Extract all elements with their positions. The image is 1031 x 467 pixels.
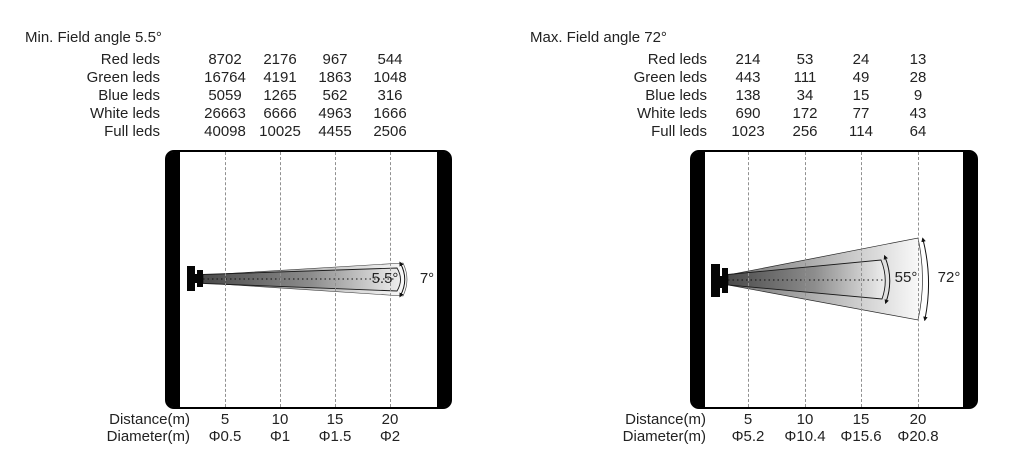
diameter-value: Φ5.2: [731, 428, 765, 445]
lux-value: 4191: [263, 69, 297, 86]
wall-bar-right: [437, 152, 450, 407]
diameter-value: Φ1: [269, 428, 291, 445]
beam-angle-label: 72°: [937, 269, 961, 286]
lux-value: 443: [735, 69, 761, 86]
row-label: Full leds: [104, 123, 160, 140]
lux-value: 2506: [373, 123, 407, 140]
distance-gridline-5m: [225, 152, 226, 407]
distance-gridline-15m: [335, 152, 336, 407]
lux-value: 43: [909, 105, 927, 122]
row-label: Green leds: [633, 69, 707, 86]
lux-value: 13: [909, 51, 927, 68]
row-label: Blue leds: [645, 87, 707, 104]
distance-value: 10: [271, 411, 289, 428]
lux-value: 26663: [204, 105, 246, 122]
lux-value: 77: [852, 105, 870, 122]
lux-value: 214: [735, 51, 761, 68]
lux-value: 138: [735, 87, 761, 104]
row-label: Full leds: [651, 123, 707, 140]
beam-angle-arc: [399, 261, 406, 298]
lux-value: 2176: [263, 51, 297, 68]
distance-gridline-20m: [390, 152, 391, 407]
lux-value: 8702: [208, 51, 242, 68]
lux-value: 34: [796, 87, 814, 104]
wall-bar-left: [692, 152, 705, 407]
lux-value: 690: [735, 105, 761, 122]
lux-value: 114: [849, 123, 873, 140]
lux-value: 53: [796, 51, 814, 68]
lux-value: 4455: [318, 123, 352, 140]
lux-value: 49: [852, 69, 870, 86]
distance-value: 15: [852, 411, 870, 428]
lux-value: 316: [377, 87, 403, 104]
lux-value: 1023: [731, 123, 765, 140]
lux-value: 172: [792, 105, 818, 122]
lux-value: 1863: [318, 69, 352, 86]
diameter-value: Φ15.6: [840, 428, 882, 445]
diameter-axis-label: Diameter(m): [622, 428, 706, 445]
diameter-axis-label: Diameter(m): [106, 428, 190, 445]
lux-value: 9: [913, 87, 923, 104]
row-label: White leds: [636, 105, 707, 122]
beam-angle-label: 7°: [419, 270, 435, 287]
distance-axis-label: Distance(m): [109, 411, 190, 428]
lux-value: 24: [852, 51, 870, 68]
row-label: Green leds: [86, 69, 160, 86]
lux-value: 256: [792, 123, 818, 140]
lux-value: 16764: [204, 69, 246, 86]
distance-axis-label: Distance(m): [625, 411, 706, 428]
lux-value: 1666: [373, 105, 407, 122]
distance-gridline-20m: [918, 152, 919, 407]
light-fixture-icon: [187, 266, 203, 291]
field-angle-arc: [883, 254, 891, 305]
diameter-value: Φ1.5: [318, 428, 352, 445]
distance-gridline-10m: [280, 152, 281, 407]
field-angle-label: 55°: [894, 269, 918, 286]
distance-gridline-5m: [748, 152, 749, 407]
light-fixture-icon: [711, 264, 728, 297]
distance-value: 5: [220, 411, 230, 428]
distance-gridline-10m: [805, 152, 806, 407]
lux-value: 1265: [263, 87, 297, 104]
lux-value: 6666: [263, 105, 297, 122]
lux-value: 111: [793, 69, 817, 86]
lux-value: 64: [909, 123, 927, 140]
lux-value: 40098: [204, 123, 246, 140]
wall-bar-right: [963, 152, 976, 407]
lux-value: 15: [852, 87, 870, 104]
panel-title-max: Max. Field angle 72°: [530, 29, 667, 46]
lux-value: 967: [322, 51, 348, 68]
row-label: Red leds: [647, 51, 707, 68]
lux-value: 1048: [373, 69, 407, 86]
lux-value: 562: [322, 87, 348, 104]
beam-angle-arc: [921, 237, 930, 322]
distance-value: 10: [796, 411, 814, 428]
beam-chart-box-max: [690, 150, 978, 409]
distance-value: 20: [909, 411, 927, 428]
lux-value: 10025: [259, 123, 301, 140]
distance-value: 15: [326, 411, 344, 428]
lux-value: 5059: [208, 87, 242, 104]
wall-bar-left: [167, 152, 180, 407]
diameter-value: Φ10.4: [784, 428, 826, 445]
panel-title-min: Min. Field angle 5.5°: [25, 29, 162, 46]
diameter-value: Φ20.8: [897, 428, 939, 445]
distance-value: 5: [743, 411, 753, 428]
beam-chart-box-min: [165, 150, 452, 409]
row-label: Red leds: [100, 51, 160, 68]
row-label: White leds: [89, 105, 160, 122]
field-angle-label: 5.5°: [371, 270, 399, 287]
lux-value: 4963: [318, 105, 352, 122]
distance-gridline-15m: [861, 152, 862, 407]
distance-value: 20: [381, 411, 399, 428]
lux-value: 28: [909, 69, 927, 86]
diameter-value: Φ2: [379, 428, 401, 445]
row-label: Blue leds: [98, 87, 160, 104]
beam-svg-min: [187, 261, 408, 298]
lux-value: 544: [377, 51, 403, 68]
diameter-value: Φ0.5: [208, 428, 242, 445]
